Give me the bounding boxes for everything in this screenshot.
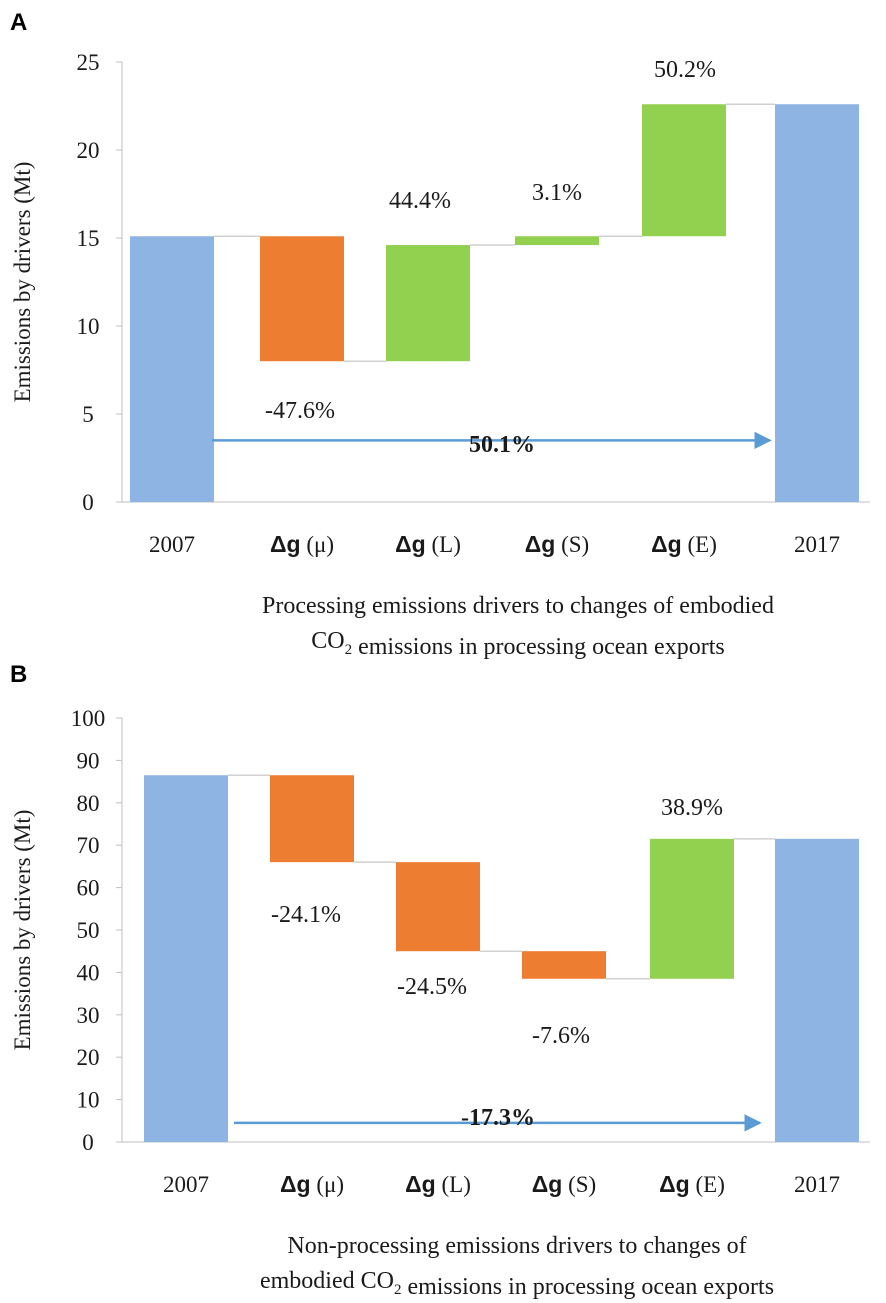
total-bar [775,838,859,1142]
x-category-label: 2017 [794,532,840,557]
y-tick-label: 100 [71,706,106,731]
panel-label: A [10,9,27,36]
y-axis-label: Emissions by drivers (Mt) [10,162,35,403]
panel-b: B 0 10 20 30 40 50 60 70 80 90 100 Emissions by driv… [10,661,870,1300]
decrease-bar [522,951,606,979]
y-tick-label: 5 [82,402,94,427]
total-change-label: 50.1% [469,432,535,458]
decrease-bar [396,862,480,952]
y-tick-label: 0 [82,1130,94,1155]
y-tick-label: 30 [77,1003,100,1028]
decrease-bar [270,775,354,863]
chart-title-line: CO2 emissions in processing ocean export… [311,628,724,660]
x-category-label: Δg (S) [525,531,589,557]
y-tick-label: 80 [77,791,100,816]
chart-title-line: embodied CO2 emissions in processing oce… [260,1268,774,1300]
y-tick-label: 10 [77,1088,100,1113]
x-category-label: Δg (L) [405,1171,471,1197]
x-category-label: Δg (μ) [280,1171,344,1197]
increase-bar [642,104,726,237]
increase-bar [650,838,734,979]
x-category-label: Δg (S) [532,1171,596,1197]
increase-bar [386,245,470,362]
total-change-label: -17.3% [461,1105,535,1131]
x-category-label: 2017 [794,1172,840,1197]
total-bar [144,775,228,1142]
x-category-label: 2007 [149,532,195,557]
y-tick-label: 70 [77,833,100,858]
y-tick-label: 20 [77,1045,100,1070]
y-tick-label: 90 [77,748,100,773]
x-category-label: 2007 [163,1172,209,1197]
decrease-bar [260,236,344,362]
data-label: -24.1% [271,902,341,928]
x-category-label: Δg (L) [395,531,461,557]
data-label: 44.4% [389,188,451,214]
data-label: -24.5% [397,974,467,1000]
increase-bar [515,236,599,246]
y-tick-label: 60 [77,876,100,901]
panel-label: B [10,661,27,688]
data-label: 38.9% [661,795,723,821]
x-category-label: Δg (μ) [270,531,334,557]
x-category-label: Δg (E) [651,531,717,557]
total-bar [775,104,859,503]
panel-a: A 0 5 10 15 20 25 Emissions by drivers (Mt) -47.… [10,9,870,660]
y-tick-label: 50 [77,918,100,943]
y-tick-label: 15 [77,226,100,251]
y-tick-label: 25 [77,50,100,75]
y-tick-label: 40 [77,960,100,985]
data-label: -47.6% [265,398,335,424]
x-category-label: Δg (E) [659,1171,725,1197]
y-tick-label: 20 [77,138,100,163]
chart-title-line: Processing emissions drivers to changes … [262,593,774,619]
data-label: 50.2% [654,57,716,83]
data-label: 3.1% [532,180,582,206]
chart-title-line: Non-processing emissions drivers to chan… [287,1233,746,1259]
y-tick-label: 0 [82,490,94,515]
y-tick-label: 10 [77,314,100,339]
data-label: -7.6% [532,1023,590,1049]
total-bar [130,236,214,503]
y-axis-label: Emissions by drivers (Mt) [10,810,35,1051]
